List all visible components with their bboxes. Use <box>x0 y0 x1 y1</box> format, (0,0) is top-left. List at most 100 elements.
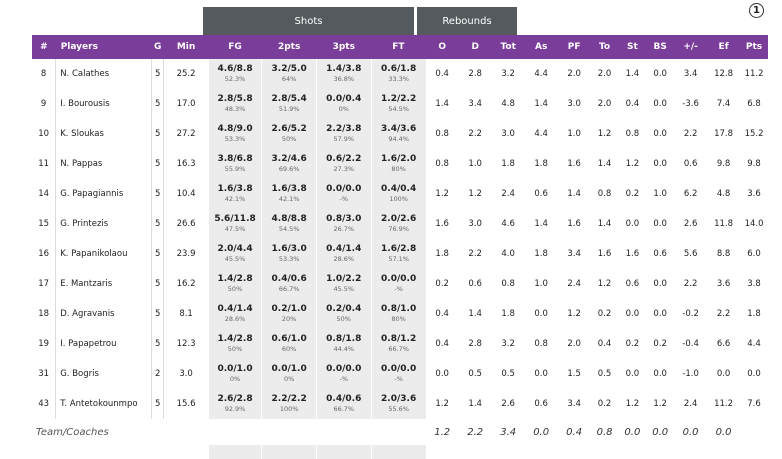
stat-ef: 3.6 <box>716 279 731 289</box>
fg-cell: 2.8/5.8 48.3% <box>207 89 262 119</box>
stat-pm: 0.6 <box>683 159 698 169</box>
team-pf: 0.4 <box>566 426 583 438</box>
table-row[interactable]: 11 N. Pappas 5 16.3 3.8/6.8 55.9% 3.2/4.6 69.6%… <box>32 149 768 179</box>
info-icon[interactable]: 1 <box>749 3 764 18</box>
2pts-percentage: 42.1% <box>278 195 300 203</box>
games: 5 <box>151 59 164 89</box>
fg-percentage: 45.5% <box>224 255 246 263</box>
stat-st: 0.6 <box>625 279 640 289</box>
table-row[interactable]: 18 D. Agravanis 5 8.1 0.4/1.4 28.6% 0.2/1.0 20%… <box>32 299 768 329</box>
rebounds-group-label: Rebounds <box>442 15 492 27</box>
table-row[interactable]: 43 T. Antetokounmpo 5 15.6 2.6/2.8 92.9% 2.2/2… <box>32 389 768 419</box>
2pts-percentage: 20% <box>281 315 297 323</box>
stat-d: 0.5 <box>468 369 482 379</box>
stat-bs: 0.0 <box>653 159 667 169</box>
player-name[interactable]: I. Bourousis <box>55 89 152 119</box>
3pts-percentage: 28.6% <box>333 255 355 263</box>
2pts-made-attempted: 4.8/8.8 <box>271 214 307 224</box>
stat-pf: 3.4 <box>567 399 581 409</box>
table-row[interactable]: 19 I. Papapetrou 5 12.3 1.4/2.8 50% 0.6/1.0 60%… <box>32 329 768 359</box>
games: 5 <box>151 239 164 269</box>
player-name[interactable]: D. Agravanis <box>55 299 152 329</box>
col-g[interactable]: G <box>151 35 164 59</box>
player-name[interactable]: G. Papagiannis <box>55 179 152 209</box>
table-row[interactable]: 15 G. Printezis 5 26.6 5.6/11.8 47.5% 4.8/8.8 5… <box>32 209 768 239</box>
ft-made-attempted: 0.0/0.0 <box>381 274 417 284</box>
col-to[interactable]: To <box>590 35 619 59</box>
ft-cell: 0.4/0.4 100% <box>370 179 426 209</box>
stat-d: 1.2 <box>468 189 482 199</box>
minutes: 15.6 <box>163 389 209 419</box>
player-name[interactable]: G. Printezis <box>55 209 152 239</box>
3pts-made-attempted: 0.8/1.8 <box>326 334 362 344</box>
col-3pts[interactable]: 3pts <box>316 35 372 59</box>
3pts-percentage: -% <box>339 375 349 383</box>
ft-cell: 0.8/1.2 66.7% <box>370 329 426 359</box>
2pts-percentage: 100% <box>279 405 299 413</box>
stat-bs: 0.2 <box>653 339 667 349</box>
minutes: 12.3 <box>163 329 209 359</box>
stat-st: 1.6 <box>625 249 640 259</box>
player-name[interactable]: T. Antetokounmpo <box>55 389 152 419</box>
ft-percentage: -% <box>394 375 403 383</box>
col-plus-minus[interactable]: +/- <box>674 35 708 59</box>
stat-st: 1.2 <box>625 399 640 409</box>
minutes: 25.2 <box>163 59 209 89</box>
player-name[interactable]: G. Bogris <box>55 359 152 389</box>
stat-st: 0.0 <box>625 309 640 319</box>
col-pf[interactable]: PF <box>557 35 591 59</box>
player-name[interactable]: E. Mantzaris <box>55 269 152 299</box>
stat-as: 0.6 <box>534 189 548 199</box>
player-name[interactable]: N. Pappas <box>55 149 152 179</box>
player-name[interactable]: K. Papanikolaou <box>55 239 152 269</box>
fg-percentage: 48.3% <box>224 105 246 113</box>
team-bs: 0.0 <box>652 426 669 438</box>
col-bs[interactable]: BS <box>646 35 675 59</box>
col-pts[interactable]: Pts <box>740 35 768 59</box>
col-players[interactable]: Players <box>55 35 152 59</box>
stat-pts: 11.2 <box>744 69 764 79</box>
table-row[interactable]: 8 N. Calathes 5 25.2 4.6/8.8 52.3% 3.2/5.0 64% 1… <box>32 59 768 89</box>
col-o[interactable]: O <box>425 35 459 59</box>
3pts-made-attempted: 1.4/3.8 <box>326 64 362 74</box>
table-row[interactable]: 16 K. Papanikolaou 5 23.9 2.0/4.4 45.5% 1.6/3.… <box>32 239 768 269</box>
player-name[interactable]: N. Calathes <box>55 59 152 89</box>
col-d[interactable]: D <box>458 35 492 59</box>
table-row[interactable]: 17 E. Mantzaris 5 16.2 1.4/2.8 50% 0.4/0.6 66.7… <box>32 269 768 299</box>
col-num[interactable]: # <box>32 35 56 59</box>
player-stats-table: # Players G Min FG 2pts 3pts FT O D Tot … <box>32 35 768 459</box>
3pts-cell: 0.6/2.2 27.3% <box>315 149 372 179</box>
table-row[interactable]: 31 G. Bogris 2 3.0 0.0/1.0 0% 0.0/1.0 0% 0.0/0.0… <box>32 359 768 389</box>
col-st[interactable]: St <box>618 35 647 59</box>
player-name[interactable]: I. Papapetrou <box>55 329 152 359</box>
3pts-cell: 0.8/1.8 44.4% <box>315 329 372 359</box>
stat-pts: 6.8 <box>747 99 761 109</box>
col-ef[interactable]: Ef <box>707 35 741 59</box>
ft-made-attempted: 1.2/2.2 <box>381 94 417 104</box>
col-fg[interactable]: FG <box>208 35 262 59</box>
player-name[interactable]: K. Sloukas <box>55 119 152 149</box>
3pts-made-attempted: 0.0/0.0 <box>326 184 362 194</box>
team-tot: 3.4 <box>500 426 517 438</box>
2pts-made-attempted: 1.6/3.0 <box>271 244 307 254</box>
stat-pf: 3.4 <box>567 249 581 259</box>
games: 5 <box>151 149 164 179</box>
col-ft[interactable]: FT <box>371 35 426 59</box>
stat-st: 1.2 <box>625 159 640 169</box>
stat-to: 0.2 <box>597 399 612 409</box>
fg-percentage: 53.3% <box>224 135 246 143</box>
stat-bs: 0.0 <box>653 279 667 289</box>
col-tot[interactable]: Tot <box>491 35 525 59</box>
3pts-percentage: 44.4% <box>333 345 355 353</box>
col-min[interactable]: Min <box>163 35 209 59</box>
stat-bs: 0.6 <box>653 249 667 259</box>
team-d: 2.2 <box>467 426 484 438</box>
stat-pf: 1.4 <box>567 189 581 199</box>
stat-to: 0.4 <box>597 339 612 349</box>
table-row[interactable]: 14 G. Papagiannis 5 10.4 1.6/3.8 42.1% 1.6/3.8… <box>32 179 768 209</box>
table-row[interactable]: 10 K. Sloukas 5 27.2 4.8/9.0 53.3% 2.6/5.2 50% 2… <box>32 119 768 149</box>
stat-as: 1.8 <box>534 249 548 259</box>
col-2pts[interactable]: 2pts <box>261 35 317 59</box>
table-row[interactable]: 9 I. Bourousis 5 17.0 2.8/5.8 48.3% 2.8/5.4 51.… <box>32 89 768 119</box>
col-as[interactable]: As <box>524 35 558 59</box>
